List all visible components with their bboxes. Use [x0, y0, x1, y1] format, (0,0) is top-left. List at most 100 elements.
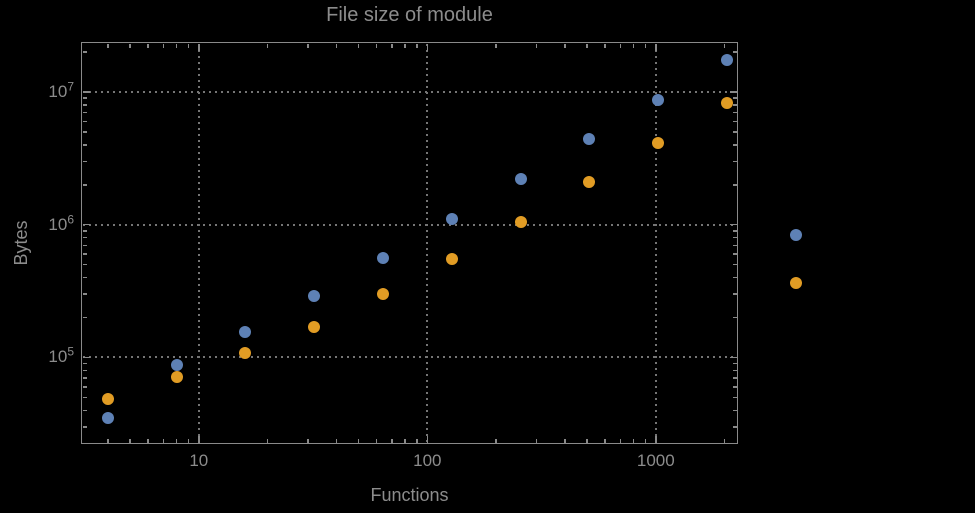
- x-minor-tick-bottom: [495, 438, 497, 443]
- y-major-tick-left: [82, 356, 90, 359]
- x-minor-tick-top: [586, 43, 588, 48]
- x-minor-tick-bottom: [175, 438, 178, 443]
- y-minor-tick-right: [732, 236, 737, 239]
- x-major-tick-bottom: [426, 435, 429, 443]
- x-minor-tick-bottom: [266, 438, 269, 443]
- data-point-orange: [720, 96, 733, 109]
- y-minor-tick-right: [732, 276, 737, 279]
- y-minor-tick-left: [82, 276, 87, 279]
- x-minor-tick-top: [535, 43, 538, 48]
- horizontal-gridline: [82, 356, 737, 359]
- y-major-tick-left: [82, 223, 90, 226]
- y-minor-tick-right: [732, 160, 737, 163]
- x-minor-tick-top: [107, 43, 109, 48]
- x-minor-tick-bottom: [619, 438, 622, 443]
- y-minor-tick-left: [82, 104, 87, 106]
- data-point-orange: [445, 253, 458, 266]
- y-major-tick-right: [729, 356, 737, 359]
- y-tick-label: 107: [48, 79, 74, 102]
- y-minor-tick-right: [732, 386, 737, 388]
- y-tick-label: 106: [48, 212, 74, 234]
- x-tick-label: 1000: [636, 451, 675, 470]
- y-minor-tick-right: [732, 184, 737, 186]
- y-minor-tick-left: [82, 230, 87, 232]
- x-minor-tick-top: [391, 43, 393, 48]
- data-point-blue: [445, 213, 458, 226]
- data-point-blue: [652, 94, 665, 107]
- x-minor-tick-bottom: [723, 438, 726, 443]
- y-minor-tick-left: [82, 160, 87, 163]
- data-point-blue: [789, 228, 802, 241]
- data-point-orange: [377, 288, 390, 301]
- y-minor-tick-left: [82, 131, 87, 133]
- data-point-blue: [170, 358, 183, 371]
- y-minor-tick-right: [732, 316, 737, 319]
- x-minor-tick-bottom: [357, 438, 360, 443]
- y-minor-tick-left: [82, 263, 87, 266]
- y-minor-tick-right: [732, 263, 737, 266]
- x-minor-tick-bottom: [147, 438, 149, 443]
- x-minor-tick-bottom: [604, 438, 606, 443]
- y-minor-tick-left: [82, 386, 87, 388]
- x-tick-label: 100: [413, 451, 442, 470]
- y-minor-tick-left: [82, 184, 87, 186]
- x-minor-tick-top: [404, 43, 406, 48]
- x-minor-tick-top: [129, 43, 131, 48]
- data-point-orange: [789, 276, 802, 289]
- y-major-tick-right: [729, 91, 737, 93]
- x-major-tick-bottom: [198, 435, 200, 443]
- y-minor-tick-right: [732, 51, 737, 53]
- data-point-orange: [514, 215, 527, 228]
- data-point-orange: [652, 137, 665, 150]
- data-point-blue: [101, 412, 114, 424]
- y-minor-tick-left: [82, 369, 87, 372]
- data-point-blue: [239, 326, 252, 339]
- data-point-orange: [239, 347, 252, 360]
- x-minor-tick-bottom: [535, 438, 538, 443]
- chart-title: File size of module: [326, 4, 493, 26]
- x-minor-tick-bottom: [129, 438, 131, 443]
- x-minor-tick-top: [416, 43, 418, 48]
- x-minor-tick-top: [644, 43, 647, 48]
- x-minor-tick-top: [266, 43, 269, 48]
- y-minor-tick-right: [732, 111, 737, 114]
- vertical-gridline: [426, 43, 429, 443]
- x-minor-tick-top: [604, 43, 606, 48]
- x-minor-tick-top: [175, 43, 178, 48]
- x-minor-tick-bottom: [644, 438, 647, 443]
- data-point-blue: [308, 290, 321, 303]
- x-minor-tick-top: [357, 43, 360, 48]
- y-minor-tick-left: [82, 120, 87, 123]
- x-minor-tick-bottom: [107, 438, 109, 443]
- x-minor-tick-bottom: [162, 438, 165, 443]
- x-minor-tick-top: [307, 43, 309, 48]
- x-minor-tick-top: [619, 43, 622, 48]
- y-minor-tick-right: [732, 426, 737, 428]
- x-minor-tick-top: [564, 43, 566, 48]
- x-tick-label: 10: [189, 451, 209, 470]
- y-minor-tick-right: [732, 396, 737, 399]
- x-minor-tick-top: [495, 43, 497, 48]
- y-minor-tick-right: [732, 253, 737, 255]
- data-point-blue: [720, 53, 733, 66]
- horizontal-gridline: [82, 223, 737, 226]
- y-minor-tick-left: [82, 362, 87, 365]
- x-major-tick-top: [426, 43, 429, 51]
- y-minor-tick-left: [82, 236, 87, 239]
- x-minor-tick-top: [632, 43, 635, 48]
- data-point-orange: [583, 175, 596, 188]
- vertical-gridline: [654, 43, 657, 443]
- x-minor-tick-top: [335, 43, 338, 48]
- x-minor-tick-bottom: [375, 438, 378, 443]
- y-minor-tick-left: [82, 396, 87, 399]
- x-major-tick-bottom: [655, 435, 657, 443]
- y-minor-tick-right: [732, 131, 737, 133]
- y-minor-tick-right: [732, 120, 737, 123]
- data-point-orange: [170, 371, 183, 384]
- x-minor-tick-top: [162, 43, 165, 48]
- x-minor-tick-bottom: [564, 438, 566, 443]
- x-minor-tick-bottom: [335, 438, 338, 443]
- y-minor-tick-right: [732, 230, 737, 232]
- y-minor-tick-left: [82, 426, 87, 428]
